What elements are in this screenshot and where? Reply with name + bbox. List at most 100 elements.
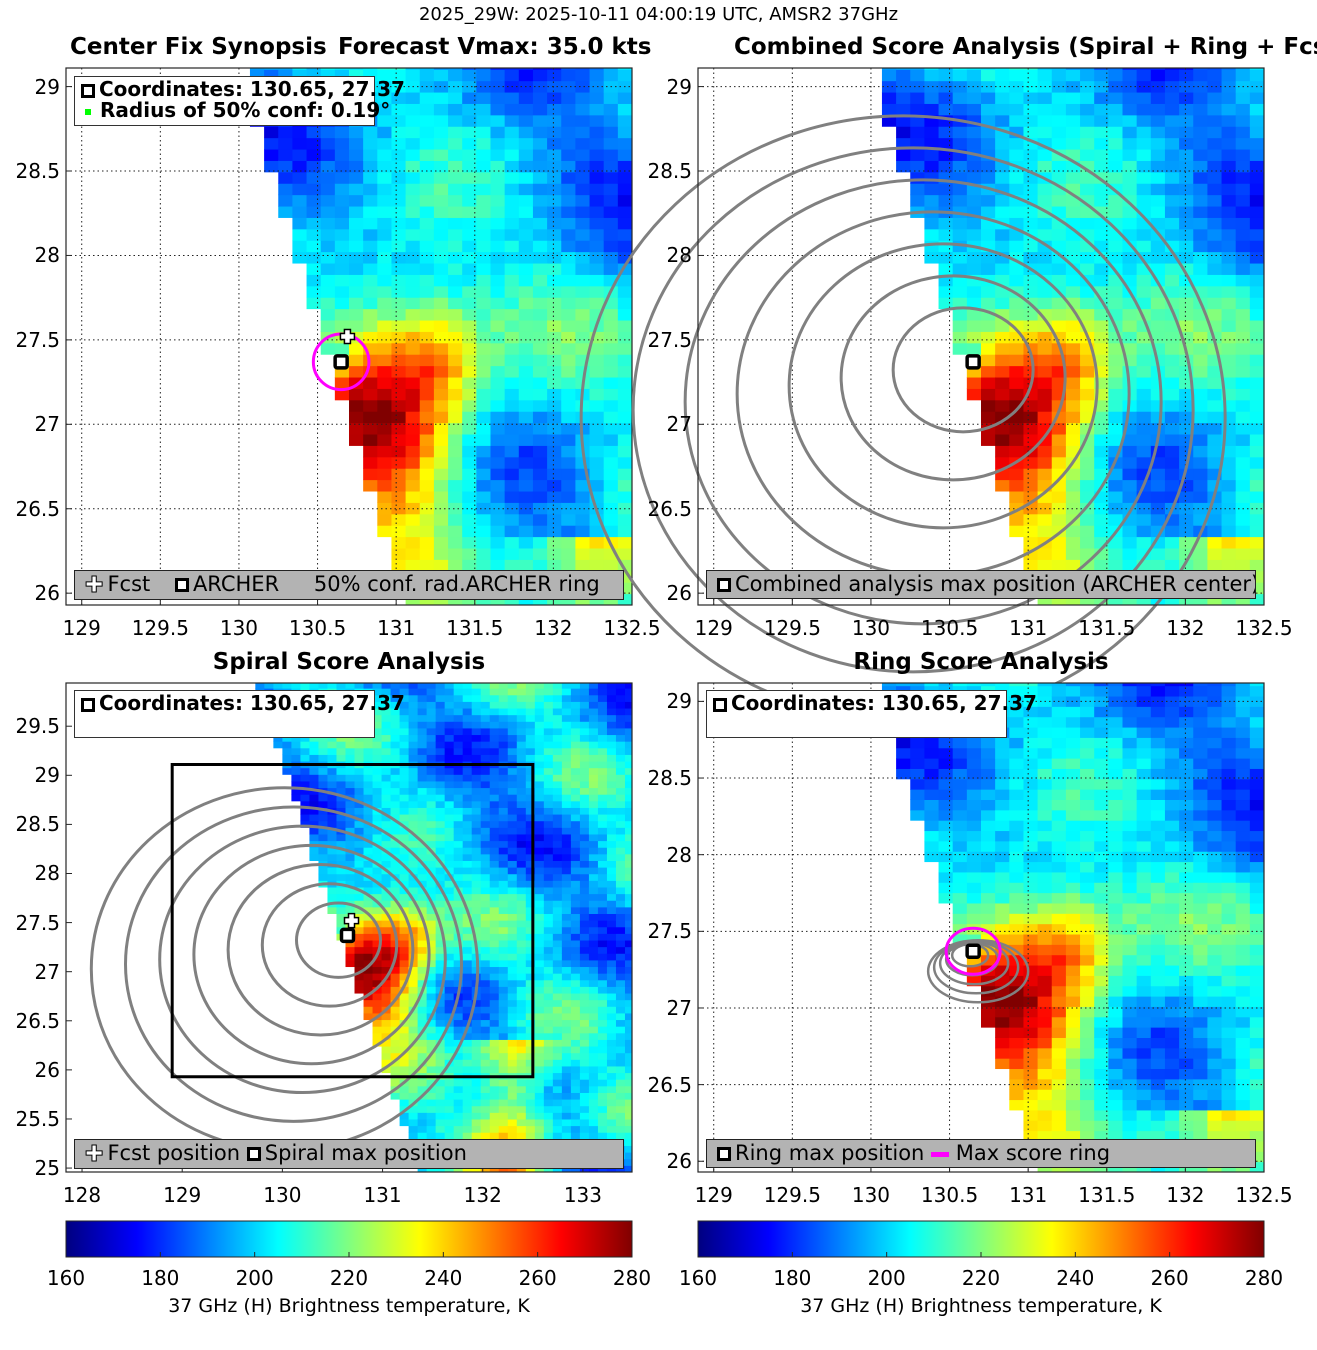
- heatmap-cell: [1108, 434, 1123, 446]
- heatmap-cell: [575, 297, 591, 310]
- heatmap-cell: [381, 860, 392, 868]
- heatmap-cell: [408, 694, 419, 702]
- heatmap-cell: [419, 240, 435, 253]
- heatmap-cell: [597, 886, 608, 895]
- heatmap-cell: [561, 377, 576, 389]
- heatmap-cell: [606, 1112, 617, 1120]
- heatmap-cell: [624, 814, 632, 822]
- heatmap-cell: [617, 445, 632, 458]
- heatmap-cell: [597, 999, 608, 1007]
- heatmap-cell: [547, 217, 562, 230]
- heatmap-cell: [489, 807, 500, 815]
- heatmap-cell: [1051, 456, 1067, 469]
- heatmap-cell: [588, 683, 599, 689]
- heatmap-cell: [480, 959, 491, 968]
- heatmap-cell: [570, 920, 581, 928]
- heatmap-cell: [1023, 103, 1039, 116]
- heatmap-cell: [405, 160, 421, 173]
- heatmap-cell: [579, 913, 590, 921]
- heatmap-cell: [480, 1065, 491, 1074]
- heatmap-cell: [399, 1006, 410, 1014]
- heatmap-cell: [575, 491, 591, 503]
- heatmap-cell: [588, 741, 599, 749]
- panel1-heatmap: [249, 68, 632, 605]
- heatmap-cell: [952, 934, 968, 945]
- heatmap-cell: [399, 973, 410, 981]
- heatmap-cell: [924, 114, 940, 127]
- heatmap-cell: [1249, 342, 1264, 355]
- heatmap-cell: [1065, 399, 1081, 412]
- heatmap-cell: [1179, 69, 1194, 82]
- heatmap-cell: [391, 468, 407, 481]
- heatmap-cell: [1094, 320, 1109, 332]
- heatmap-cell: [532, 183, 548, 196]
- heatmap-cell: [1164, 479, 1180, 492]
- heatmap-cell: [579, 1132, 590, 1140]
- heatmap-cell: [433, 137, 449, 150]
- heatmap-cell: [363, 913, 374, 921]
- heatmap-cell: [995, 126, 1010, 139]
- heatmap-cell: [408, 959, 419, 968]
- heatmap-cell: [433, 536, 449, 549]
- heatmap-cell: [995, 422, 1010, 435]
- heatmap-cell: [525, 1112, 536, 1120]
- heatmap-cell: [552, 1165, 563, 1172]
- heatmap-cell: [453, 1026, 464, 1034]
- heatmap-cell: [490, 68, 506, 70]
- heatmap-cell: [480, 940, 491, 948]
- heatmap-cell: [354, 933, 365, 941]
- heatmap-cell: [363, 787, 374, 795]
- heatmap-cell: [309, 833, 319, 842]
- heatmap-cell: [1051, 274, 1067, 287]
- heatmap-cell: [981, 114, 996, 127]
- heatmap-cell: [498, 1092, 509, 1100]
- heatmap-cell: [349, 308, 364, 321]
- heatmap-cell: [570, 794, 581, 802]
- heatmap-cell: [381, 880, 392, 888]
- heatmap-cell: [354, 867, 365, 875]
- heatmap-cell: [306, 263, 322, 275]
- heatmap-cell: [1108, 399, 1123, 412]
- heatmap-cell: [1122, 491, 1138, 503]
- heatmap-cell: [938, 809, 954, 821]
- heatmap-cell: [433, 559, 449, 572]
- heatmap-cell: [278, 68, 293, 70]
- heatmap-cell: [480, 1125, 491, 1133]
- heatmap-cell: [1136, 354, 1152, 367]
- heatmap-cell: [381, 794, 392, 802]
- heatmap-cell: [476, 342, 491, 355]
- heatmap-cell: [309, 853, 319, 861]
- heatmap-cell: [480, 814, 491, 822]
- heatmap-cell: [547, 422, 562, 435]
- heatmap-cell: [435, 1132, 446, 1140]
- heatmap-cell: [534, 761, 545, 769]
- heatmap-cell: [462, 559, 477, 572]
- heatmap-cell: [1037, 194, 1053, 207]
- heatmap-cell: [534, 734, 545, 742]
- heatmap-cell: [624, 721, 632, 729]
- heatmap-cell: [617, 285, 632, 298]
- heatmap-cell: [1009, 727, 1024, 738]
- heatmap-cell: [597, 973, 608, 981]
- heatmap-cell: [426, 880, 437, 888]
- heatmap-cell: [1080, 411, 1095, 424]
- heatmap-cell: [504, 183, 520, 196]
- heatmap-cell: [603, 548, 619, 560]
- heatmap-cell: [579, 1059, 590, 1067]
- heatmap-cell: [1051, 445, 1067, 458]
- heatmap-cell: [1009, 923, 1024, 935]
- heatmap-cell: [1037, 820, 1053, 832]
- heatmap-cell: [606, 727, 617, 736]
- heatmap-cell: [603, 92, 619, 104]
- heatmap-cell: [448, 502, 463, 515]
- heatmap-cell: [1136, 183, 1152, 196]
- heatmap-cell: [320, 183, 336, 196]
- heatmap-cell: [966, 902, 982, 914]
- heatmap-cell: [561, 893, 572, 901]
- heatmap-cell: [444, 986, 455, 994]
- heatmap-cell: [617, 217, 632, 230]
- heatmap-cell: [1207, 69, 1223, 82]
- heatmap-cell: [1023, 171, 1039, 184]
- heatmap-cell: [1108, 149, 1123, 161]
- heatmap-cell: [408, 979, 419, 987]
